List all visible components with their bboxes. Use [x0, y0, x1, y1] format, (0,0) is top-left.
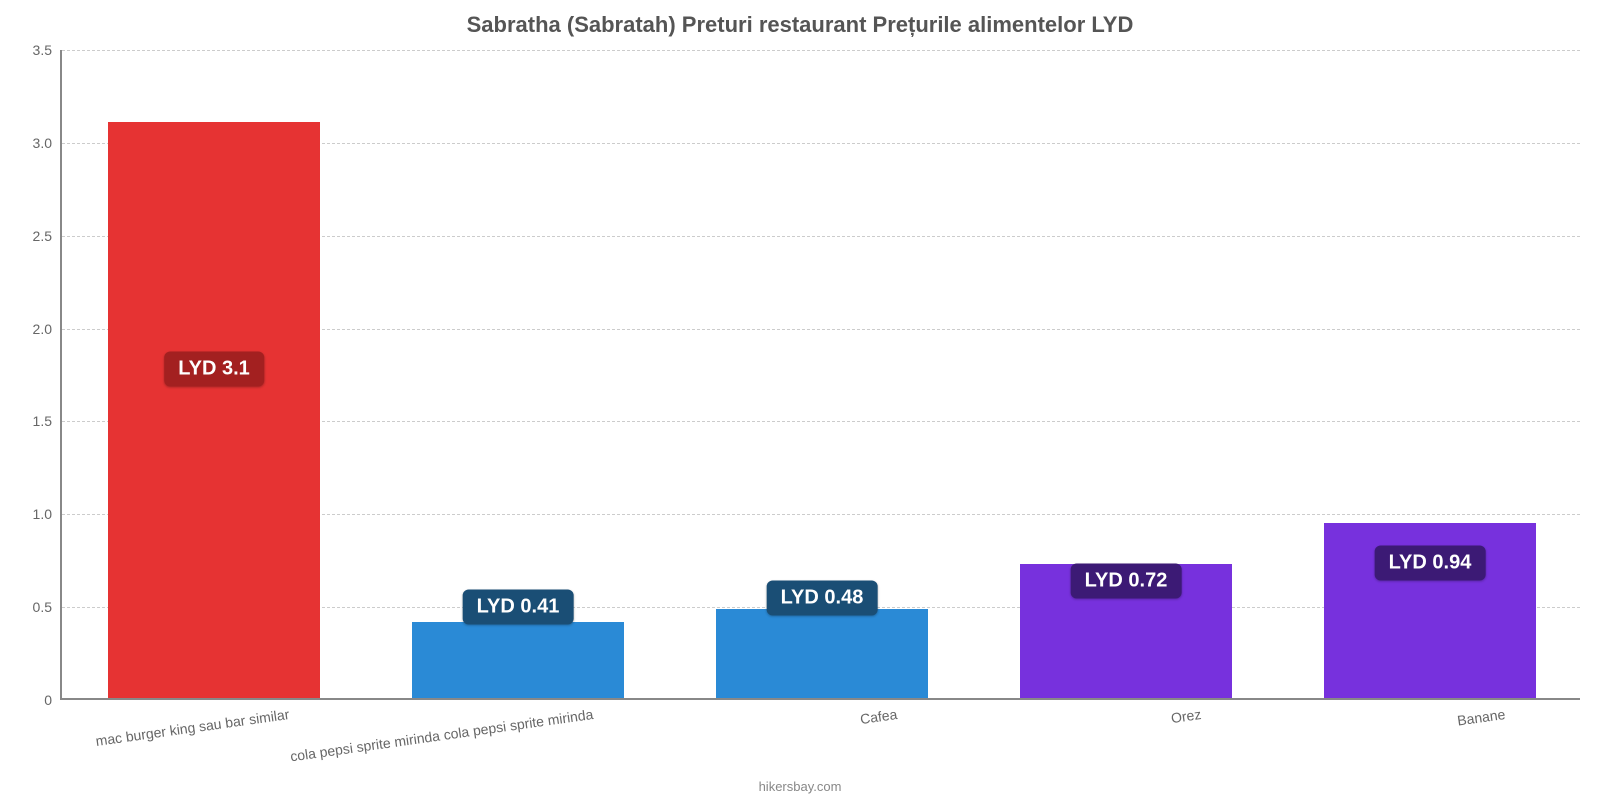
x-axis-tick-label: mac burger king sau bar similar [95, 706, 291, 749]
value-label: LYD 0.41 [463, 590, 574, 625]
value-label: LYD 0.48 [767, 580, 878, 615]
value-label: LYD 0.94 [1375, 545, 1486, 580]
y-axis-tick-label: 1.0 [33, 506, 62, 522]
y-axis-tick-label: 0.5 [33, 599, 62, 615]
x-axis-tick-label: Cafea [859, 706, 898, 727]
y-axis-tick-label: 2.0 [33, 321, 62, 337]
y-axis-tick-label: 3.0 [33, 135, 62, 151]
value-label-wrap: LYD 0.94 [1430, 563, 1541, 598]
value-label-wrap: LYD 0.41 [518, 607, 629, 642]
value-label: LYD 0.72 [1071, 564, 1182, 599]
chart-title: Sabratha (Sabratah) Preturi restaurant P… [0, 12, 1600, 38]
y-axis-tick-label: 1.5 [33, 413, 62, 429]
value-label-wrap: LYD 0.48 [822, 598, 933, 633]
x-axis-tick-label: cola pepsi sprite mirinda cola pepsi spr… [290, 706, 595, 764]
y-axis-tick-label: 2.5 [33, 228, 62, 244]
x-axis-tick-label: Orez [1170, 706, 1202, 726]
plot-area: 00.51.01.52.02.53.03.5LYD 3.1mac burger … [60, 50, 1580, 700]
chart-footer: hikersbay.com [0, 779, 1600, 794]
value-label-wrap: LYD 3.1 [214, 369, 314, 404]
x-axis-tick-label: Banane [1457, 706, 1507, 729]
y-axis-tick-label: 0 [44, 692, 62, 708]
bar [108, 122, 321, 698]
y-axis-tick-label: 3.5 [33, 42, 62, 58]
chart-container: Sabratha (Sabratah) Preturi restaurant P… [0, 0, 1600, 800]
gridline [62, 50, 1580, 51]
value-label: LYD 3.1 [164, 352, 264, 387]
value-label-wrap: LYD 0.72 [1126, 581, 1237, 616]
